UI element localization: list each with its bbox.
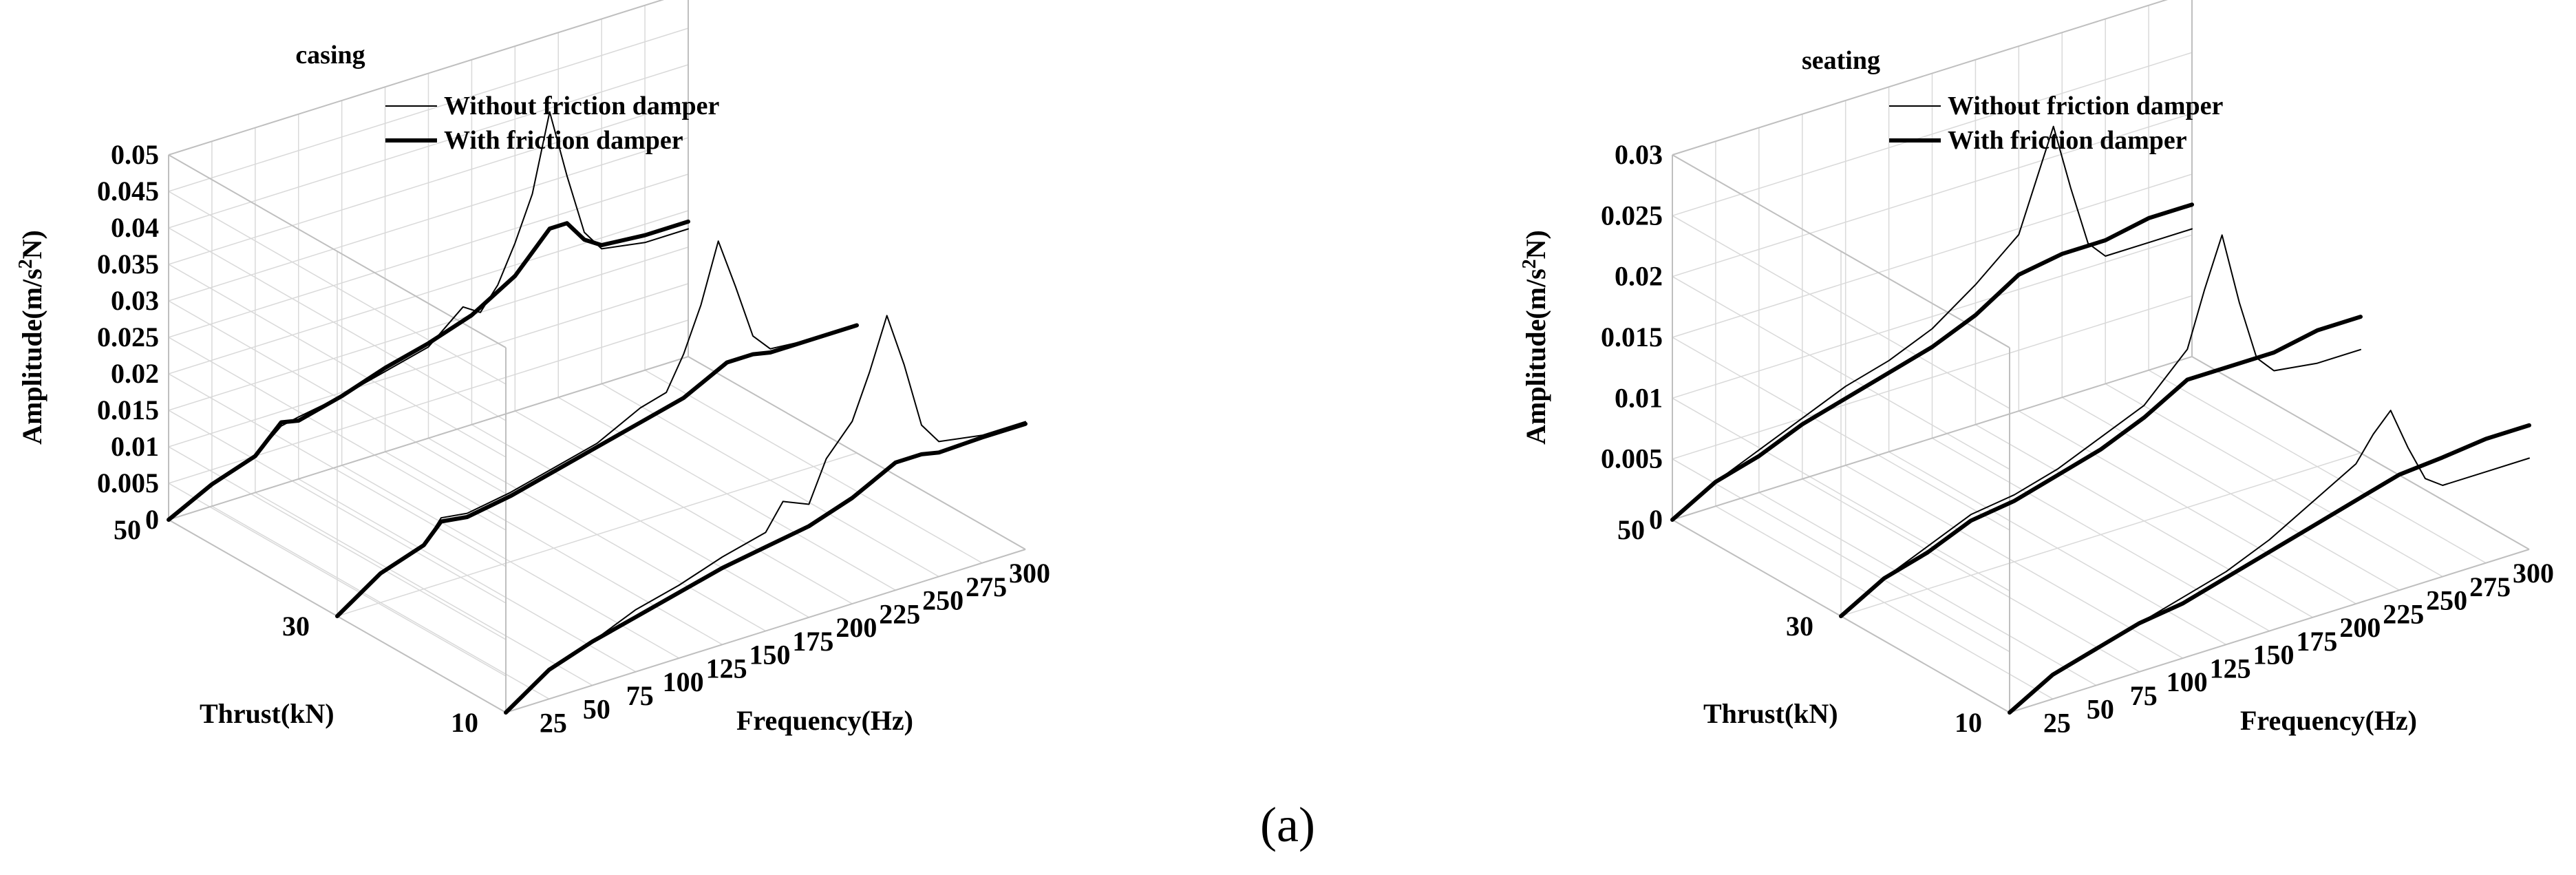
- z-tick-label: 0.04: [111, 212, 159, 243]
- frequency-tick-label: 50: [583, 694, 610, 725]
- z-tick-label: 0.01: [111, 431, 159, 462]
- series-line-without-damper: [1840, 234, 2361, 617]
- thrust-tick-label: 10: [1955, 707, 1982, 738]
- series-line-without-damper: [337, 240, 858, 617]
- frequency-tick-label: 300: [1009, 558, 1050, 589]
- frequency-tick-label: 275: [2469, 571, 2511, 602]
- thrust-tick-label: 30: [282, 611, 310, 642]
- series-line-with-damper: [167, 219, 690, 522]
- frequency-tick-label: 225: [879, 598, 920, 629]
- legend-label-without: Without friction damper: [444, 92, 720, 120]
- chart-title: seating: [1802, 46, 1880, 75]
- frequency-tick-label: 100: [663, 666, 704, 697]
- axes-box: [168, 0, 1026, 713]
- frequency-tick-label: 225: [2383, 598, 2424, 629]
- chart-panel-seating: 0 0.005 0.01 0.015 0.02 0.025 0.03 Amplitude(m/…: [1519, 0, 2554, 738]
- legend-label-without: Without friction damper: [1948, 92, 2224, 120]
- legend: Without friction damper With friction dam…: [385, 92, 720, 155]
- series-line-without-damper: [168, 111, 689, 520]
- frequency-tick-label: 25: [540, 707, 567, 738]
- frequency-tick-label: 25: [2043, 707, 2071, 738]
- frequency-tick-label: 150: [2253, 640, 2295, 671]
- frequency-axis-label: Frequency(Hz): [736, 705, 913, 736]
- thrust-tick-label: 10: [451, 707, 478, 738]
- z-tick-label: 0.045: [97, 176, 159, 207]
- frequency-tick-label: 100: [2167, 666, 2208, 697]
- frequency-axis-label: Frequency(Hz): [2240, 705, 2417, 736]
- frequency-tick-label: 200: [835, 612, 877, 643]
- frequency-tick-label: 125: [706, 653, 747, 684]
- thrust-axis-label: Thrust(kN): [200, 698, 334, 729]
- series-line-with-damper: [1839, 315, 2363, 618]
- series-group: [1670, 125, 2531, 715]
- frequency-tick-label: 175: [792, 626, 833, 657]
- chart-panel-casing: 0 0.005 0.01 0.015 0.02 0.025 0.03 0.035 0.04 0.0…: [15, 0, 1050, 738]
- series-line-with-damper: [2008, 423, 2531, 715]
- z-axis-label: Amplitude(m/s2N): [1519, 230, 1551, 445]
- z-axis-label: Amplitude(m/s2N): [15, 230, 47, 445]
- thrust-tick-label: 50: [114, 514, 141, 545]
- series-line-with-damper: [1670, 202, 2194, 522]
- z-tick-label: 0: [145, 504, 159, 535]
- series-line-without-damper: [1672, 125, 2193, 520]
- thrust-axis-label: Thrust(kN): [1703, 698, 1838, 729]
- series-line-with-damper: [504, 421, 1028, 715]
- frequency-tick-label: 75: [2130, 680, 2158, 711]
- z-tick-label: 0.03: [1615, 139, 1663, 170]
- frequency-tick-label: 250: [922, 585, 964, 616]
- z-tick-label: 0.01: [1615, 382, 1663, 413]
- z-tick-label: 0.03: [111, 285, 159, 316]
- thrust-tick-label: 30: [1786, 611, 1813, 642]
- frequency-tick-label: 50: [2087, 694, 2114, 725]
- z-tick-label: 0.025: [97, 321, 159, 352]
- legend: Without friction damper With friction dam…: [1889, 92, 2224, 155]
- frequency-tick-label: 125: [2210, 653, 2251, 684]
- z-tick-label: 0.005: [97, 467, 159, 498]
- z-tick-label: 0.02: [111, 358, 159, 389]
- legend-label-with: With friction damper: [444, 126, 683, 155]
- frequency-tick-label: 200: [2339, 612, 2381, 643]
- frequency-tick-label: 275: [966, 571, 1007, 602]
- series-line-with-damper: [335, 323, 859, 618]
- axes-box: [1672, 0, 2530, 713]
- z-tick-label: 0: [1649, 504, 1663, 535]
- thrust-tick-label: 50: [1617, 514, 1645, 545]
- frequency-tick-label: 175: [2296, 626, 2337, 657]
- z-tick-label: 0.015: [1601, 321, 1663, 352]
- z-tick-label: 0.035: [97, 249, 159, 280]
- z-tick-label: 0.025: [1601, 200, 1663, 231]
- z-tick-label: 0.05: [111, 139, 159, 170]
- frequency-tick-label: 150: [749, 640, 791, 671]
- z-tick-label: 0.005: [1601, 443, 1663, 474]
- chart-title: casing: [295, 41, 365, 70]
- frequency-tick-label: 300: [2513, 558, 2554, 589]
- z-tick-label: 0.015: [97, 394, 159, 425]
- figure-caption: (a): [1260, 797, 1315, 852]
- legend-label-with: With friction damper: [1948, 126, 2187, 155]
- frequency-tick-label: 75: [626, 680, 654, 711]
- series-line-without-damper: [505, 315, 1026, 713]
- z-tick-label: 0.02: [1615, 261, 1663, 292]
- frequency-tick-label: 250: [2426, 585, 2467, 616]
- series-group: [167, 111, 1028, 715]
